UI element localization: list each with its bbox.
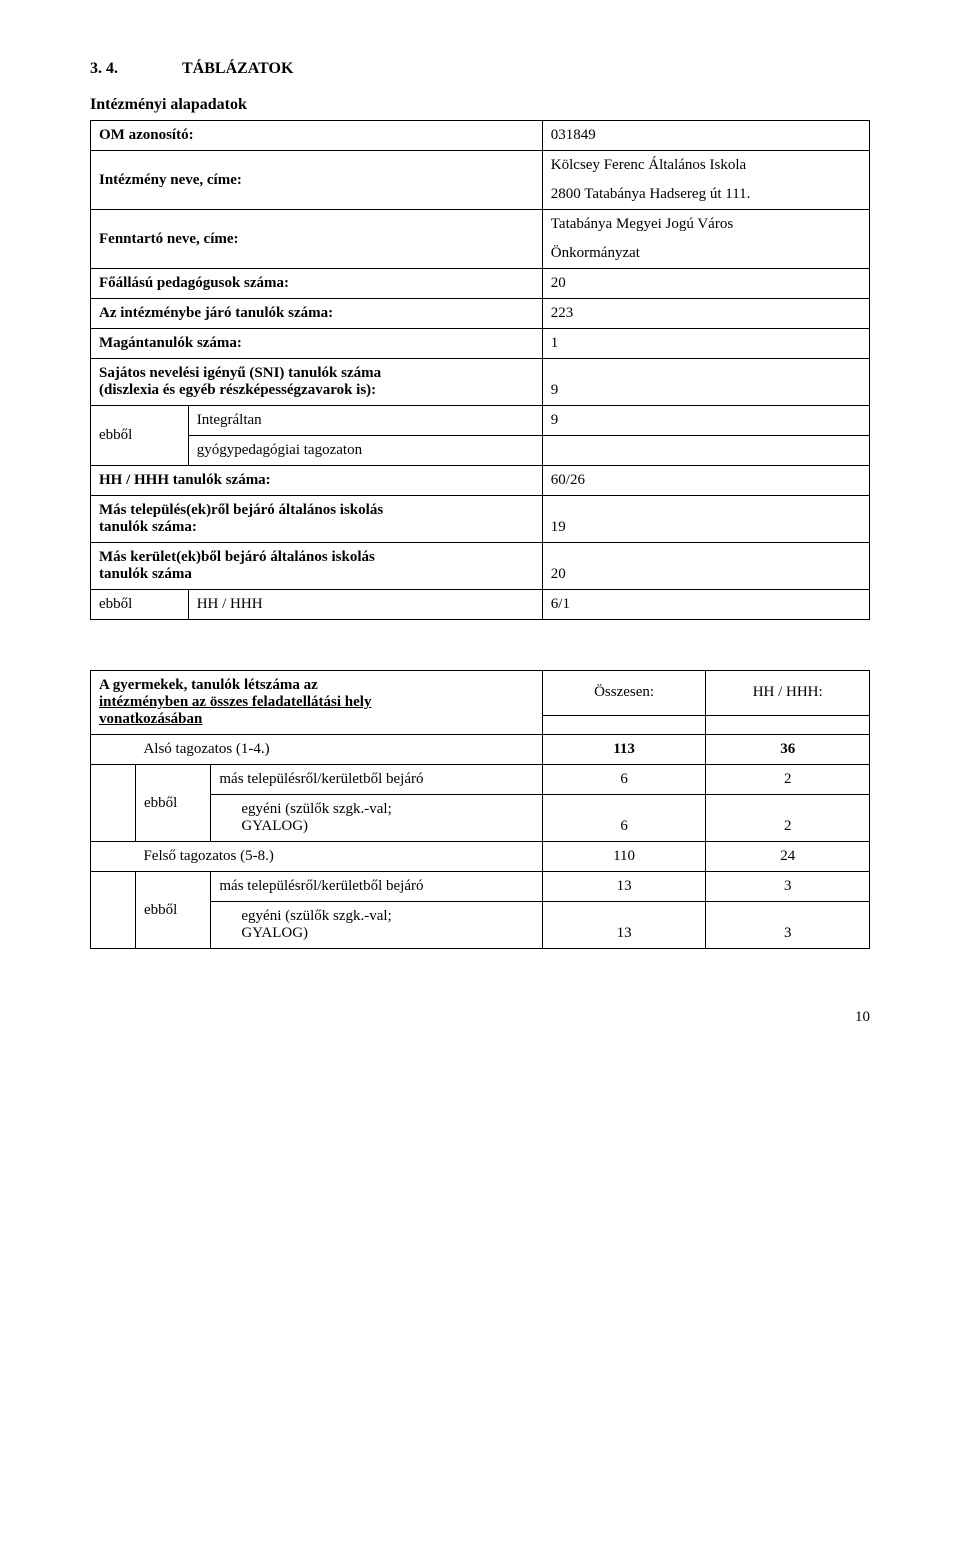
value-foallasu: 20 — [542, 269, 869, 299]
value-also-ossz: 113 — [542, 735, 706, 765]
value-intezmeny-line1: Kölcsey Ferenc Általános Iskola — [542, 151, 869, 181]
label-fenntarto: Fenntartó neve, címe: — [91, 210, 543, 269]
section-number: 3. 4. — [90, 60, 118, 78]
label-sni-line1: Sajátos nevelési igényű (SNI) tanulók sz… — [99, 365, 381, 381]
table-institution-data: OM azonosító: 031849 Intézmény neve, cím… — [90, 120, 870, 620]
table-row: Alsó tagozatos (1-4.) 113 36 — [91, 735, 870, 765]
value-gyogy — [542, 436, 869, 466]
label-ebbol: ebből — [135, 765, 210, 842]
value-om-azonosito: 031849 — [542, 121, 869, 151]
table-row: Más település(ek)ről bejáró általános is… — [91, 496, 870, 543]
value-felso-ossz: 110 — [542, 842, 706, 872]
value-hh-hhh: 6/1 — [542, 590, 869, 620]
label-felso-tagozatos: Felső tagozatos (5-8.) — [135, 842, 542, 872]
label-egyeni-line1: egyéni (szülők szgk.-val; — [241, 801, 391, 817]
value-also-mas-hh: 2 — [706, 765, 870, 795]
label-mas-kerulet: Más kerület(ek)ből bejáró általános isko… — [91, 543, 543, 590]
value-sni: 9 — [542, 359, 869, 406]
value-also-mas-ossz: 6 — [542, 765, 706, 795]
value-felso-hh: 24 — [706, 842, 870, 872]
label-mas-telepules-bejaro: más településről/kerületből bejáró — [211, 765, 542, 795]
label-mas-kerulet-line1: Más kerület(ek)ből bejáró általános isko… — [99, 549, 375, 565]
value-also-egyeni-hh: 2 — [706, 795, 870, 842]
value-also-egyeni-ossz: 6 — [542, 795, 706, 842]
value-mas-telepules: 19 — [542, 496, 869, 543]
section-title: TÁBLÁZATOK — [182, 60, 293, 77]
table-row: Fenntartó neve, címe: Tatabánya Megyei J… — [91, 210, 870, 240]
table-row: ebből Integráltan 9 — [91, 406, 870, 436]
table-row: Felső tagozatos (5-8.) 110 24 — [91, 842, 870, 872]
value-mas-kerulet: 20 — [542, 543, 869, 590]
table-row: Más kerület(ek)ből bejáró általános isko… — [91, 543, 870, 590]
header-osszesen: Összesen: — [542, 671, 706, 716]
label-ebbol: ebből — [91, 406, 189, 466]
label-integraltan: Integráltan — [188, 406, 542, 436]
label-mas-telep-line1: Más település(ek)ről bejáró általános is… — [99, 502, 383, 518]
label-egyeni-line2: GYALOG) — [241, 925, 308, 941]
table-row: gyógypedagógiai tagozaton — [91, 436, 870, 466]
label-ebbol-2: ebből — [91, 590, 189, 620]
label-gyogy: gyógypedagógiai tagozaton — [188, 436, 542, 466]
spacer-cell — [91, 765, 136, 795]
value-intezmeny-line2: 2800 Tatabánya Hadsereg út 111. — [542, 180, 869, 210]
label-hh-hhh: HH / HHH — [188, 590, 542, 620]
table-row: ebből HH / HHH 6/1 — [91, 590, 870, 620]
spacer-cell — [91, 842, 136, 872]
label-magantanulok: Magántanulók száma: — [91, 329, 543, 359]
page-number: 10 — [90, 1009, 870, 1026]
label-sni: Sajátos nevelési igényű (SNI) tanulók sz… — [91, 359, 543, 406]
value-also-hh: 36 — [706, 735, 870, 765]
label-om-azonosito: OM azonosító: — [91, 121, 543, 151]
spacer-cell — [91, 795, 136, 842]
header-line3: vonatkozásában — [99, 711, 202, 727]
value-felso-mas-hh: 3 — [706, 872, 870, 902]
label-also-tagozatos: Alsó tagozatos (1-4.) — [135, 735, 542, 765]
value-fenntarto-line1: Tatabánya Megyei Jogú Város — [542, 210, 869, 240]
header-line2: intézményben az összes feladatellátási h… — [99, 694, 371, 710]
header-hh-hhh: HH / HHH: — [706, 671, 870, 716]
label-hh-tanulok: HH / HHH tanulók száma: — [91, 466, 543, 496]
spacer-cell — [91, 902, 136, 949]
label-mas-telep-line2: tanulók száma: — [99, 519, 197, 535]
label-mas-kerulet-line2: tanulók száma — [99, 566, 192, 582]
label-egyeni: egyéni (szülők szgk.-val; GYALOG) — [211, 902, 542, 949]
value-fenntarto-line2: Önkormányzat — [542, 239, 869, 269]
value-integraltan: 9 — [542, 406, 869, 436]
table-row: Főállású pedagógusok száma: 20 — [91, 269, 870, 299]
empty-cell — [706, 715, 870, 734]
value-felso-mas-ossz: 13 — [542, 872, 706, 902]
label-mas-telepules: Más település(ek)ről bejáró általános is… — [91, 496, 543, 543]
value-felso-egyeni-hh: 3 — [706, 902, 870, 949]
label-foallasu: Főállású pedagógusok száma: — [91, 269, 543, 299]
table-row: A gyermekek, tanulók létszáma az intézmé… — [91, 671, 870, 716]
subheading: Intézményi alapadatok — [90, 96, 870, 114]
table-row: OM azonosító: 031849 — [91, 121, 870, 151]
section-heading: 3. 4. TÁBLÁZATOK — [90, 60, 870, 78]
label-sni-line2: (diszlexia és egyéb részképességzavarok … — [99, 382, 376, 398]
table-row: Az intézménybe járó tanulók száma: 223 — [91, 299, 870, 329]
table-row: Intézmény neve, címe: Kölcsey Ferenc Ált… — [91, 151, 870, 181]
label-intezmenybe: Az intézménybe járó tanulók száma: — [91, 299, 543, 329]
table-row: ebből más településről/kerületből bejáró… — [91, 765, 870, 795]
label-egyeni: egyéni (szülők szgk.-val; GYALOG) — [211, 795, 542, 842]
label-egyeni-line2: GYALOG) — [241, 818, 308, 834]
table-row: Magántanulók száma: 1 — [91, 329, 870, 359]
table-student-counts: A gyermekek, tanulók létszáma az intézmé… — [90, 670, 870, 949]
header-gyermekek: A gyermekek, tanulók létszáma az intézmé… — [91, 671, 543, 735]
table-row: Sajátos nevelési igényű (SNI) tanulók sz… — [91, 359, 870, 406]
label-intezmeny-neve: Intézmény neve, címe: — [91, 151, 543, 210]
table-row: HH / HHH tanulók száma: 60/26 — [91, 466, 870, 496]
value-felso-egyeni-ossz: 13 — [542, 902, 706, 949]
value-hh-tanulok: 60/26 — [542, 466, 869, 496]
label-egyeni-line1: egyéni (szülők szgk.-val; — [241, 908, 391, 924]
label-ebbol: ebből — [135, 872, 210, 949]
value-intezmenybe: 223 — [542, 299, 869, 329]
label-mas-telepules-bejaro: más településről/kerületből bejáró — [211, 872, 542, 902]
empty-cell — [542, 715, 706, 734]
header-line1: A gyermekek, tanulók létszáma az — [99, 677, 318, 693]
table-row: ebből más településről/kerületből bejáró… — [91, 872, 870, 902]
value-magantanulok: 1 — [542, 329, 869, 359]
spacer-cell — [91, 872, 136, 902]
spacer-cell — [91, 735, 136, 765]
